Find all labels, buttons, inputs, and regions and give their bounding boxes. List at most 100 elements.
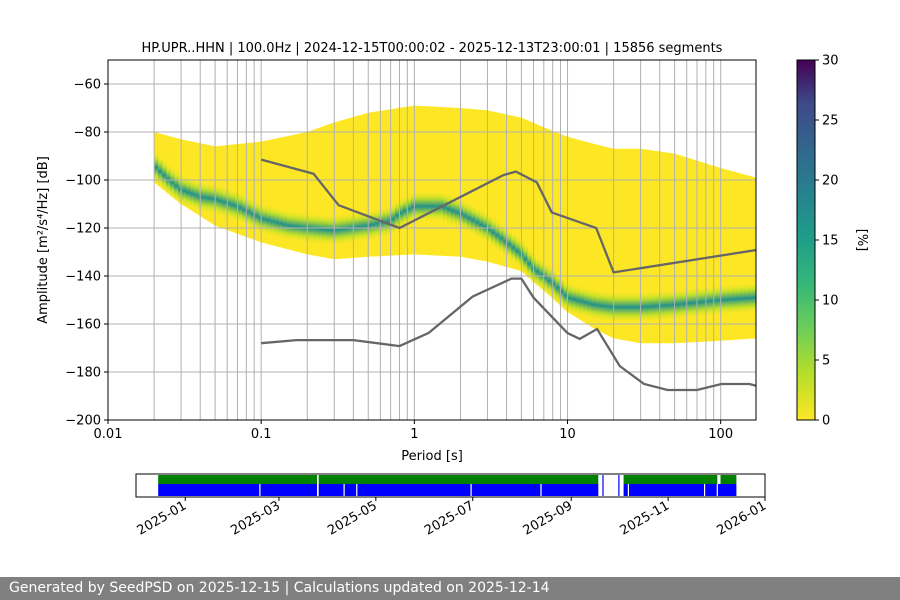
psd-mode-cell xyxy=(418,190,424,223)
psd-mode-cell xyxy=(266,204,272,237)
psd-mode-cell xyxy=(743,282,749,315)
footer-bar: Generated by SeedPSD on 2025-12-15 | Cal… xyxy=(0,577,900,600)
psd-mode-cell xyxy=(386,205,392,238)
data-availability-plot: 2025-01 2025-03 2025-05 2025-07 2025-09 2025-… xyxy=(135,473,769,539)
psd-mode-cell xyxy=(675,288,681,321)
psd-mode-cell xyxy=(342,212,348,245)
processed-span xyxy=(720,475,737,484)
psd-mode-cell xyxy=(318,213,324,246)
psd-mode-cell xyxy=(230,188,235,221)
x-tick-label: 0.01 xyxy=(94,427,123,442)
psd-mode-cell xyxy=(523,242,528,275)
psd-mode-cell xyxy=(354,211,360,244)
psd-mode-cell xyxy=(663,289,669,322)
psd-mode-cell xyxy=(410,191,416,224)
psd-mode-cell xyxy=(246,195,252,228)
psd-mode-cell xyxy=(527,247,532,280)
psd-mode-cell xyxy=(727,283,733,316)
psd-mode-cell xyxy=(262,203,268,236)
psd-mode-cell xyxy=(559,275,564,308)
psd-mode-cell xyxy=(378,206,384,239)
psd-mode-cell xyxy=(543,261,548,294)
psd-mode-cell xyxy=(455,196,460,229)
colorbar-tick-label: 20 xyxy=(822,174,839,189)
noise-models xyxy=(260,158,756,392)
psd-mode-cell xyxy=(298,211,304,244)
psd-mode-cell xyxy=(186,176,191,209)
psd-mode-cell xyxy=(647,290,653,323)
psd-mode-cell xyxy=(671,288,677,321)
psd-mode-cell xyxy=(471,204,476,237)
psd-mode-cell xyxy=(555,271,560,304)
y-tick-label: −80 xyxy=(74,126,101,141)
x-tick-label: 100 xyxy=(708,427,733,442)
psd-mode-cell xyxy=(735,282,741,315)
data-span xyxy=(158,484,317,496)
psd-mode-cell xyxy=(202,181,207,214)
psd-mode-cell xyxy=(507,228,512,261)
psd-mode-cell xyxy=(683,287,689,320)
psd-mode-cell xyxy=(270,205,276,238)
psd-mode-cell xyxy=(294,210,300,243)
psd-mode-cell xyxy=(358,210,364,243)
colorbar-tick-label: 5 xyxy=(822,354,830,369)
psd-mode-cell xyxy=(338,213,344,246)
psd-mode-cell xyxy=(655,289,661,322)
psd-mode-cell xyxy=(591,288,597,321)
psd-mode-cell xyxy=(182,174,187,207)
psd-mode-cell xyxy=(451,194,456,227)
psd-mode-cell xyxy=(398,196,404,229)
nlnm-line xyxy=(261,277,756,392)
psd-mode-cell xyxy=(214,183,219,216)
psd-mode-cell xyxy=(511,231,516,264)
psd-mode-cell xyxy=(487,213,492,246)
psd-mode-cell xyxy=(595,289,601,322)
colorbar-tick-label: 25 xyxy=(822,114,839,129)
psd-mode-cell xyxy=(278,207,284,240)
psd-mode-cell xyxy=(503,225,508,258)
psd-mode-cell xyxy=(238,191,243,224)
x-axis-ticks: 0.01 0.1 1 10 100 xyxy=(94,420,733,442)
psd-mode-cell xyxy=(587,287,593,320)
psd-mode-cell xyxy=(475,206,480,239)
y-tick-label: −120 xyxy=(65,222,101,237)
psd-mode-cell xyxy=(394,199,400,232)
psd-mode-cell xyxy=(366,209,372,242)
psd-mode-cell xyxy=(390,202,396,235)
psd-mode-cell xyxy=(643,290,649,323)
seedpsd-figure: HP.UPR..HHN | 100.0Hz | 2024-12-15T00:00… xyxy=(36,41,869,539)
psd-mode-cell xyxy=(443,191,448,224)
chart-title: HP.UPR..HHN | 100.0Hz | 2024-12-15T00:00… xyxy=(142,41,723,56)
psd-mode-cell xyxy=(459,197,464,230)
date-tick-label: 2025-11 xyxy=(618,498,673,538)
y-axis-ticks: −200 −180 −160 −140 −120 −100 −80 −60 xyxy=(65,78,108,429)
psd-mode-cell xyxy=(751,281,756,314)
psd-mode-cell xyxy=(463,200,468,233)
data-span xyxy=(623,484,737,496)
psd-mode-cell xyxy=(495,219,500,252)
psd-mode-cell xyxy=(535,255,540,288)
psd-mode-cell xyxy=(575,284,581,317)
psd-mode-cell xyxy=(222,186,227,219)
psd-mode-cell xyxy=(627,291,633,324)
colorbar-ticks: 0 5 10 15 20 25 30 xyxy=(815,54,839,429)
psd-mode-cell xyxy=(322,213,328,246)
date-tick-label: 2025-09 xyxy=(521,498,576,538)
data-span xyxy=(318,484,599,496)
psd-mode-cell xyxy=(250,197,256,230)
colorbar-tick-label: 10 xyxy=(822,294,839,309)
colorbar-gradient xyxy=(796,59,816,421)
psd-plot: 0.01 0.1 1 10 100 −200 −180 −160 −140 −120 −100 −8… xyxy=(36,59,757,464)
psd-mode-cell xyxy=(334,214,340,247)
psd-mode-cell xyxy=(206,182,211,215)
psd-mode-cell xyxy=(406,193,412,226)
psd-mode-cell xyxy=(414,190,420,223)
x-tick-label: 1 xyxy=(410,427,418,442)
psd-mode-cell xyxy=(739,282,745,315)
data-gap xyxy=(716,484,718,496)
psd-mode-cell xyxy=(623,291,629,324)
psd-mode-cell xyxy=(723,283,729,316)
psd-mode-cell xyxy=(651,290,657,323)
psd-mode-cell xyxy=(679,288,685,321)
psd-mode-cell xyxy=(234,190,239,223)
